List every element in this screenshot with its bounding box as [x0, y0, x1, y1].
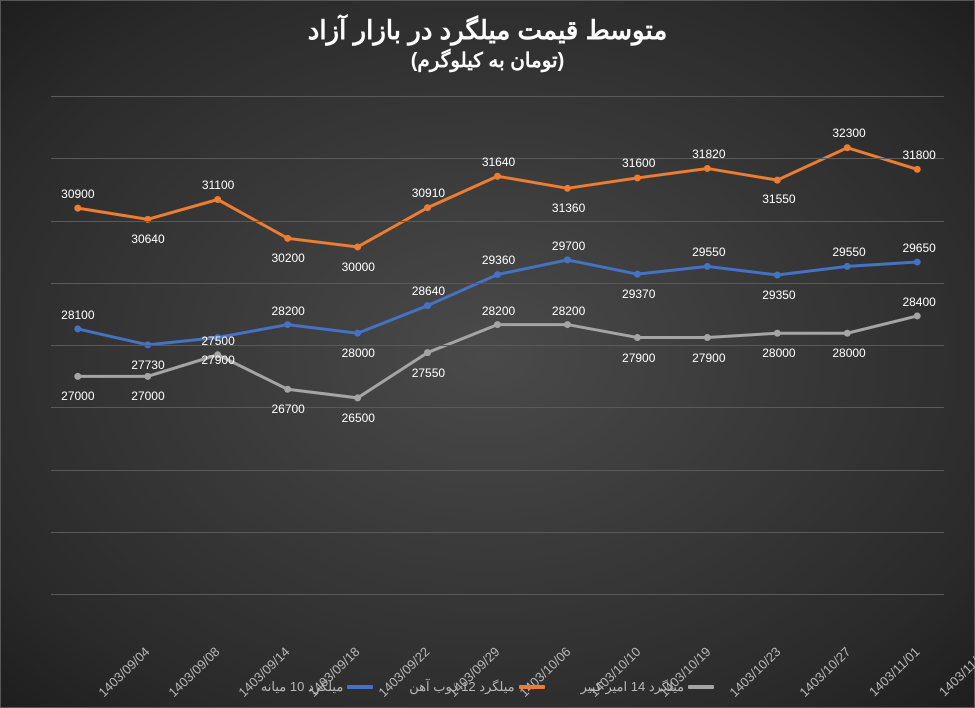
legend-swatch: [688, 685, 714, 689]
data-marker: [424, 349, 431, 356]
data-marker: [424, 204, 431, 211]
data-label: 28000: [832, 346, 865, 360]
data-label: 28200: [482, 304, 515, 318]
data-label: 27730: [131, 358, 164, 372]
gridline: [51, 407, 944, 408]
data-label: 30910: [412, 186, 445, 200]
data-marker: [564, 321, 571, 328]
data-marker: [74, 205, 81, 212]
data-marker: [914, 166, 921, 173]
data-marker: [564, 256, 571, 263]
data-marker: [74, 325, 81, 332]
data-marker: [144, 216, 151, 223]
data-marker: [914, 312, 921, 319]
legend-label: میلگرد 14 امیر کبیر: [581, 679, 685, 694]
data-marker: [354, 330, 361, 337]
gridline: [51, 345, 944, 346]
data-label: 28200: [552, 304, 585, 318]
chart-container: متوسط قیمت میلگرد در بازار آزاد (تومان ب…: [0, 0, 975, 708]
data-label: 28200: [271, 304, 304, 318]
data-marker: [844, 330, 851, 337]
gridline: [51, 283, 944, 284]
chart-subtitle: (تومان به کیلوگرم): [1, 48, 974, 73]
data-label: 29360: [482, 253, 515, 267]
data-marker: [74, 373, 81, 380]
data-marker: [284, 386, 291, 393]
legend-item: میلگرد 10 میانه: [261, 678, 373, 695]
data-label: 32300: [832, 126, 865, 140]
data-marker: [774, 177, 781, 184]
data-label: 26500: [342, 411, 375, 425]
data-label: 31550: [762, 192, 795, 206]
data-marker: [704, 263, 711, 270]
data-label: 27000: [61, 389, 94, 403]
data-label: 27000: [131, 389, 164, 403]
gridline: [51, 532, 944, 533]
line-layer: [51, 96, 944, 592]
legend-label: میلگرد 12 ذوب آهن: [409, 679, 514, 694]
gridline: [51, 594, 944, 595]
data-label: 27550: [412, 366, 445, 380]
chart-title: متوسط قیمت میلگرد در بازار آزاد: [1, 15, 974, 46]
data-label: 30200: [271, 251, 304, 265]
legend-item: میلگرد 14 امیر کبیر: [581, 678, 715, 695]
data-marker: [634, 334, 641, 341]
data-label: 28100: [61, 308, 94, 322]
data-label: 30000: [342, 260, 375, 274]
data-marker: [424, 302, 431, 309]
legend-swatch: [519, 685, 545, 689]
data-marker: [774, 330, 781, 337]
data-label: 27900: [692, 351, 725, 365]
data-marker: [144, 373, 151, 380]
data-marker: [844, 144, 851, 151]
data-marker: [494, 321, 501, 328]
data-label: 27500: [201, 334, 234, 348]
data-marker: [354, 394, 361, 401]
data-label: 31360: [552, 201, 585, 215]
plot-area: 28100 27730 27900 28200 28000 28640 29360 29700…: [51, 96, 944, 592]
data-label: 29350: [762, 288, 795, 302]
data-marker: [564, 185, 571, 192]
gridline: [51, 96, 944, 97]
data-label: 28400: [902, 295, 935, 309]
data-label: 28640: [412, 284, 445, 298]
data-marker: [704, 165, 711, 172]
gridline: [51, 470, 944, 471]
data-marker: [284, 235, 291, 242]
chart-title-block: متوسط قیمت میلگرد در بازار آزاد (تومان ب…: [1, 15, 974, 73]
data-label: 29700: [552, 239, 585, 253]
data-marker: [634, 174, 641, 181]
data-label: 31800: [902, 148, 935, 162]
data-label: 29650: [902, 241, 935, 255]
legend-swatch: [347, 685, 373, 689]
data-marker: [494, 173, 501, 180]
legend-item: میلگرد 12 ذوب آهن: [409, 678, 544, 695]
data-label: 31820: [692, 147, 725, 161]
data-marker: [634, 271, 641, 278]
data-label: 30900: [61, 187, 94, 201]
data-marker: [354, 243, 361, 250]
data-label: 30640: [131, 232, 164, 246]
data-marker: [494, 271, 501, 278]
data-marker: [704, 334, 711, 341]
data-label: 27900: [622, 351, 655, 365]
data-marker: [844, 263, 851, 270]
data-label: 31100: [202, 178, 234, 192]
data-label: 31640: [482, 155, 515, 169]
data-label: 27900: [201, 353, 234, 367]
legend-label: میلگرد 10 میانه: [261, 679, 343, 694]
data-marker: [914, 259, 921, 266]
data-marker: [774, 272, 781, 279]
gridline: [51, 221, 944, 222]
data-label: 28000: [342, 346, 375, 360]
data-marker: [284, 321, 291, 328]
data-marker: [214, 196, 221, 203]
legend: میلگرد 10 میانه میلگرد 12 ذوب آهن میلگرد 1…: [1, 678, 974, 695]
data-label: 29550: [692, 245, 725, 259]
data-label: 31600: [622, 156, 655, 170]
data-label: 29370: [622, 287, 655, 301]
data-label: 26700: [271, 402, 304, 416]
data-label: 28000: [762, 346, 795, 360]
data-label: 29550: [832, 245, 865, 259]
